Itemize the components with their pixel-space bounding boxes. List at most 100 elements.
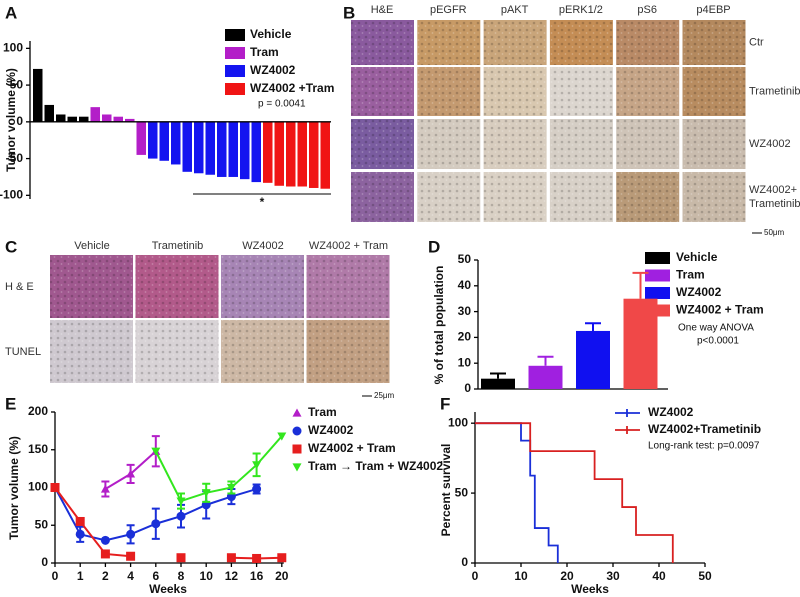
series-line xyxy=(154,435,283,503)
bar xyxy=(194,121,204,174)
micrograph-texture xyxy=(682,20,746,65)
data-point xyxy=(126,551,136,561)
panel-label: E xyxy=(5,394,16,413)
column-header: p4EBP xyxy=(696,4,730,16)
micrograph-texture xyxy=(616,172,680,222)
x-tick-label: 8 xyxy=(178,569,185,583)
stat-note: p<0.0001 xyxy=(697,336,739,347)
legend-label: Vehicle xyxy=(676,250,718,264)
data-point xyxy=(75,529,85,539)
legend-label: WZ4002 +Tram xyxy=(250,81,334,95)
bar xyxy=(251,121,261,183)
x-tick-label: 50 xyxy=(698,569,712,583)
bar xyxy=(481,378,515,389)
x-tick-label: 16 xyxy=(250,569,264,583)
bar xyxy=(309,121,319,188)
error-bar xyxy=(490,372,506,379)
column-header: WZ4002 xyxy=(242,240,284,252)
x-tick-label: 1 xyxy=(77,569,84,583)
micrograph-texture xyxy=(351,172,414,222)
y-tick-label: 0 xyxy=(41,555,48,569)
bar xyxy=(67,116,77,122)
y-tick-label: 0 xyxy=(464,381,471,395)
x-axis-label: Weeks xyxy=(571,582,609,596)
stat-note: Long-rank test: p=0.0097 xyxy=(648,441,760,452)
panel-label: F xyxy=(440,394,450,413)
legend-label: Tram xyxy=(250,45,279,59)
micrograph-texture xyxy=(682,172,746,222)
panel-label: C xyxy=(5,237,17,256)
bar xyxy=(171,121,181,165)
micrograph-texture xyxy=(549,20,613,65)
stat-note: One way ANOVA xyxy=(678,323,754,334)
row-label: WZ4002 xyxy=(749,138,791,150)
legend-marker xyxy=(292,444,302,454)
legend-swatch xyxy=(645,269,670,282)
micrograph-texture xyxy=(351,119,414,169)
data-point xyxy=(176,497,186,506)
micrograph-texture xyxy=(616,20,680,65)
micrograph-texture xyxy=(50,320,133,383)
bar xyxy=(56,114,66,122)
panel-label: A xyxy=(5,3,17,22)
y-tick-label: 50 xyxy=(35,517,49,531)
bar xyxy=(228,121,238,177)
legend-label: WZ4002 + Tram xyxy=(676,303,764,317)
data-point xyxy=(176,553,186,563)
panel-label: D xyxy=(428,237,440,256)
x-tick-label: 20 xyxy=(560,569,574,583)
bar xyxy=(576,330,610,389)
x-tick-label: 10 xyxy=(200,569,214,583)
row-label: H & E xyxy=(5,281,34,293)
legend-label: Vehicle xyxy=(250,27,292,41)
y-tick-label: 20 xyxy=(458,330,472,344)
y-tick-label: 100 xyxy=(28,480,48,494)
scale-label: 25μm xyxy=(374,391,395,400)
x-tick-label: 20 xyxy=(275,569,289,583)
y-tick-label: -100 xyxy=(0,187,23,201)
legend-marker xyxy=(292,408,302,417)
y-tick-label: 50 xyxy=(10,77,24,91)
bar xyxy=(286,121,296,187)
data-point xyxy=(151,519,161,529)
bar xyxy=(320,121,330,189)
column-header: pS6 xyxy=(637,4,657,16)
significance-star: * xyxy=(260,195,265,209)
data-point xyxy=(252,553,262,563)
data-point xyxy=(100,549,110,559)
micrograph-texture xyxy=(483,172,547,222)
data-point xyxy=(201,489,211,498)
y-tick-label: 200 xyxy=(28,404,48,418)
x-tick-label: 6 xyxy=(152,569,159,583)
micrograph-texture xyxy=(682,67,746,116)
legend-label: WZ4002 xyxy=(648,405,694,419)
micrograph-texture xyxy=(483,20,547,65)
bar xyxy=(528,365,563,389)
x-tick-label: 40 xyxy=(652,569,666,583)
p-value: p = 0.0041 xyxy=(258,99,306,110)
column-header: WZ4002 + Tram xyxy=(309,240,388,252)
legend-swatch xyxy=(225,47,245,59)
x-tick-label: 2 xyxy=(102,569,109,583)
micrograph-texture xyxy=(306,255,390,318)
micrograph-texture xyxy=(616,119,680,169)
bar xyxy=(217,121,227,177)
bar xyxy=(136,121,146,155)
legend-label: WZ4002 xyxy=(308,423,354,437)
bar xyxy=(148,121,158,159)
data-point xyxy=(226,553,236,563)
column-header: H&E xyxy=(371,4,394,16)
micrograph-texture xyxy=(682,119,746,169)
error-bar xyxy=(585,322,601,331)
panel-label: B xyxy=(343,3,355,22)
micrograph-texture xyxy=(351,20,414,65)
legend-label: WZ4002 xyxy=(676,285,722,299)
legend-label: Tram xyxy=(308,405,337,419)
y-tick-label: 100 xyxy=(448,415,468,429)
data-point xyxy=(277,432,287,441)
bar xyxy=(159,121,169,161)
bar xyxy=(205,121,215,175)
data-point xyxy=(226,483,236,492)
y-tick-label: 0 xyxy=(16,114,23,128)
